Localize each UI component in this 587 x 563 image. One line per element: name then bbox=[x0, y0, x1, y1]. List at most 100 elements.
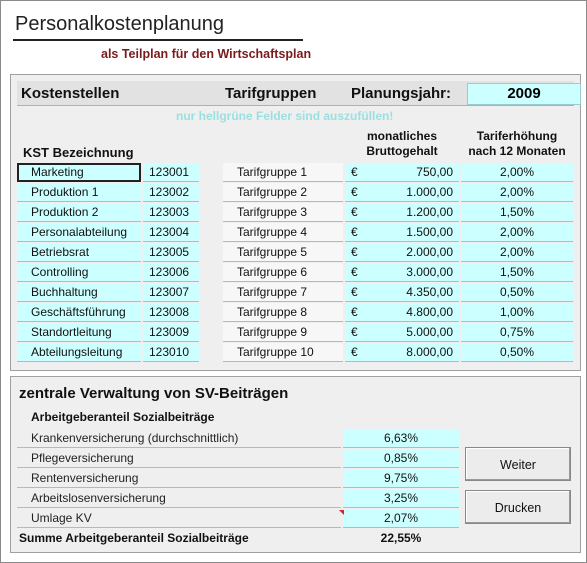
gehalt-value: 5.000,00 bbox=[406, 325, 453, 339]
sv-sum-value: 22,55% bbox=[380, 531, 422, 545]
kostenstellen-heading: Kostenstellen bbox=[21, 85, 120, 102]
kst-number-cell[interactable]: 123001 bbox=[143, 163, 199, 182]
tarifgruppe-cell: Tarifgruppe 4 bbox=[223, 223, 343, 242]
tariferhoehung-cell[interactable]: 2,00% bbox=[461, 183, 573, 202]
tarifgruppe-cell: Tarifgruppe 1 bbox=[223, 163, 343, 182]
tarifgruppe-cell: Tarifgruppe 3 bbox=[223, 203, 343, 222]
kst-name-cell[interactable]: Abteilungsleitung bbox=[17, 343, 141, 362]
tariferhoehung-cell[interactable]: 1,00% bbox=[461, 303, 573, 322]
gehalt-value: 1.200,00 bbox=[406, 205, 453, 219]
kst-name-cell[interactable]: Produktion 2 bbox=[17, 203, 141, 222]
gehalt-value: 3.000,00 bbox=[406, 265, 453, 279]
currency-symbol: € bbox=[351, 185, 358, 199]
kst-number-cell[interactable]: 123009 bbox=[143, 323, 199, 342]
tariferhoehung-cell[interactable]: 0,50% bbox=[461, 343, 573, 362]
tarifgruppe-cell: Tarifgruppe 5 bbox=[223, 243, 343, 262]
drucken-button[interactable]: Drucken bbox=[465, 490, 571, 524]
gehalt-value: 4.800,00 bbox=[406, 305, 453, 319]
gehalt-cell[interactable]: €3.000,00 bbox=[345, 263, 459, 282]
sv-item-value[interactable]: 6,63% bbox=[343, 429, 459, 448]
kst-number-cell[interactable]: 123002 bbox=[143, 183, 199, 202]
currency-symbol: € bbox=[351, 265, 358, 279]
kst-number-cell[interactable]: 123010 bbox=[143, 343, 199, 362]
currency-symbol: € bbox=[351, 345, 358, 359]
tarifgruppe-cell: Tarifgruppe 8 bbox=[223, 303, 343, 322]
currency-symbol: € bbox=[351, 225, 358, 239]
kst-number-cell[interactable]: 123007 bbox=[143, 283, 199, 302]
gehalt-cell[interactable]: €1.000,00 bbox=[345, 183, 459, 202]
gehalt-header-line2: Bruttogehalt bbox=[366, 144, 438, 158]
tariferhoehung-cell[interactable]: 0,75% bbox=[461, 323, 573, 342]
kst-name-cell[interactable]: Standortleitung bbox=[17, 323, 141, 342]
kst-name-cell[interactable]: Personalabteilung bbox=[17, 223, 141, 242]
sv-section-subtitle: Arbeitgeberanteil Sozialbeiträge bbox=[31, 410, 215, 424]
tarifgruppe-cell: Tarifgruppe 7 bbox=[223, 283, 343, 302]
tariferhoehung-cell[interactable]: 0,50% bbox=[461, 283, 573, 302]
planungsjahr-label: Planungsjahr: bbox=[351, 85, 452, 102]
tarifgruppe-cell: Tarifgruppe 9 bbox=[223, 323, 343, 342]
planungsjahr-input[interactable]: 2009 bbox=[467, 83, 581, 105]
kst-number-cell[interactable]: 123004 bbox=[143, 223, 199, 242]
sv-item-value[interactable]: 9,75% bbox=[343, 469, 459, 488]
kst-name-cell[interactable]: Geschäftsführung bbox=[17, 303, 141, 322]
sv-item-label: Krankenversicherung (durchschnittlich) bbox=[17, 429, 341, 448]
sv-panel: zentrale Verwaltung von SV-Beiträgen Arb… bbox=[10, 376, 581, 553]
kst-name-cell[interactable]: Controlling bbox=[17, 263, 141, 282]
kst-number-cell[interactable]: 123003 bbox=[143, 203, 199, 222]
currency-symbol: € bbox=[351, 325, 358, 339]
erhoehung-header-line1: Tariferhöhung bbox=[476, 129, 558, 143]
gehalt-value: 2.000,00 bbox=[406, 245, 453, 259]
panel-header: Kostenstellen Tarifgruppen Planungsjahr:… bbox=[17, 81, 581, 106]
comment-indicator-icon[interactable] bbox=[339, 510, 344, 515]
tariferhoehung-cell[interactable]: 2,00% bbox=[461, 223, 573, 242]
sv-item-value[interactable]: 0,85% bbox=[343, 449, 459, 468]
gehalt-value: 750,00 bbox=[416, 165, 453, 179]
tariferhoehung-cell[interactable]: 2,00% bbox=[461, 243, 573, 262]
tarifgruppe-cell: Tarifgruppe 10 bbox=[223, 343, 343, 362]
kst-name-cell[interactable]: Produktion 1 bbox=[17, 183, 141, 202]
sv-item-value[interactable]: 3,25% bbox=[343, 489, 459, 508]
kst-number-cell[interactable]: 123008 bbox=[143, 303, 199, 322]
gehalt-value: 1.500,00 bbox=[406, 225, 453, 239]
tarifgruppe-cell: Tarifgruppe 2 bbox=[223, 183, 343, 202]
gehalt-cell[interactable]: €8.000,00 bbox=[345, 343, 459, 362]
gehalt-value: 8.000,00 bbox=[406, 345, 453, 359]
gehalt-column-header: monatliches Bruttogehalt bbox=[345, 129, 459, 159]
kst-number-cell[interactable]: 123006 bbox=[143, 263, 199, 282]
erhoehung-column-header: Tariferhöhung nach 12 Monaten bbox=[461, 129, 573, 159]
tariferhoehung-cell[interactable]: 2,00% bbox=[461, 163, 573, 182]
erhoehung-header-line2: nach 12 Monaten bbox=[468, 144, 566, 158]
currency-symbol: € bbox=[351, 245, 358, 259]
input-hint: nur hellgrüne Felder sind auszufüllen! bbox=[176, 109, 394, 123]
tariferhoehung-cell[interactable]: 1,50% bbox=[461, 263, 573, 282]
title-underline bbox=[13, 39, 303, 41]
kst-name-cell[interactable]: Marketing bbox=[17, 163, 141, 182]
gehalt-cell[interactable]: €5.000,00 bbox=[345, 323, 459, 342]
page-title: Personalkostenplanung bbox=[15, 13, 225, 35]
tarifgruppe-cell: Tarifgruppe 6 bbox=[223, 263, 343, 282]
gehalt-cell[interactable]: €750,00 bbox=[345, 163, 459, 182]
gehalt-cell[interactable]: €4.800,00 bbox=[345, 303, 459, 322]
currency-symbol: € bbox=[351, 285, 358, 299]
kst-name-cell[interactable]: Buchhaltung bbox=[17, 283, 141, 302]
currency-symbol: € bbox=[351, 165, 358, 179]
gehalt-value: 4.350,00 bbox=[406, 285, 453, 299]
gehalt-cell[interactable]: €1.200,00 bbox=[345, 203, 459, 222]
gehalt-cell[interactable]: €4.350,00 bbox=[345, 283, 459, 302]
tarifgruppen-heading: Tarifgruppen bbox=[225, 85, 317, 102]
gehalt-cell[interactable]: €1.500,00 bbox=[345, 223, 459, 242]
cost-center-panel: Kostenstellen Tarifgruppen Planungsjahr:… bbox=[10, 74, 581, 371]
gehalt-cell[interactable]: €2.000,00 bbox=[345, 243, 459, 262]
tariferhoehung-cell[interactable]: 1,50% bbox=[461, 203, 573, 222]
sv-sum-label: Summe Arbeitgeberanteil Sozialbeiträge bbox=[19, 531, 249, 545]
weiter-button[interactable]: Weiter bbox=[465, 447, 571, 481]
sv-item-label: Umlage KV bbox=[17, 509, 341, 528]
sv-item-label: Pflegeversicherung bbox=[17, 449, 341, 468]
gehalt-header-line1: monatliches bbox=[366, 129, 438, 143]
sv-item-value[interactable]: 2,07% bbox=[343, 509, 459, 528]
currency-symbol: € bbox=[351, 305, 358, 319]
gehalt-value: 1.000,00 bbox=[406, 185, 453, 199]
kst-number-cell[interactable]: 123005 bbox=[143, 243, 199, 262]
kst-name-cell[interactable]: Betriebsrat bbox=[17, 243, 141, 262]
kst-column-header: KST Bezeichnung bbox=[23, 145, 134, 160]
